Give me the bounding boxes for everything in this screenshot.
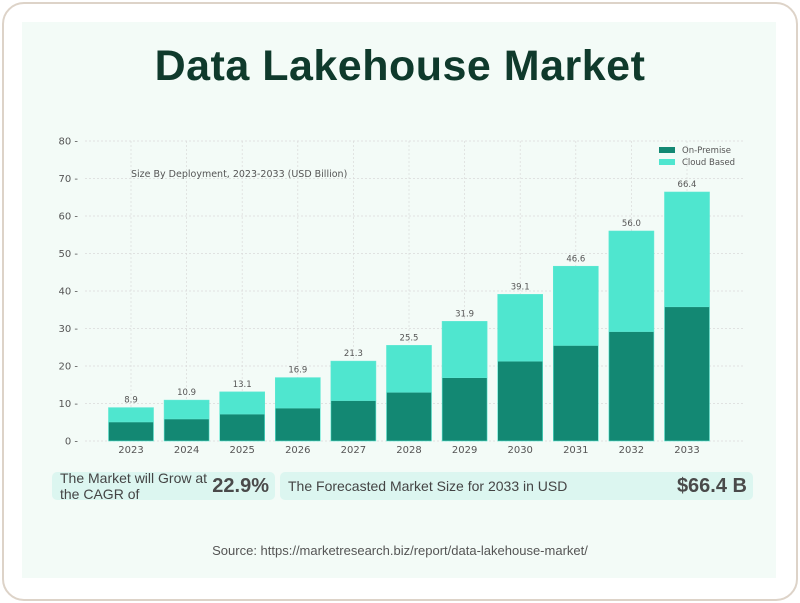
data-label: 21.3 [344,349,363,359]
bar-cloud-based [274,377,321,409]
bar-cloud-based [108,407,154,423]
data-label: 10.9 [177,388,196,398]
bar-on-premise [441,377,488,442]
x-tick-label: 2028 [396,445,421,456]
data-label: 46.6 [566,254,585,264]
x-tick-label: 2029 [452,445,477,456]
data-label: 39.1 [511,282,530,292]
bar-cloud-based [608,230,655,332]
data-label: 13.1 [233,380,252,390]
bar-on-premise [497,360,544,442]
data-label: 16.9 [288,366,307,376]
y-tick-label: 80 - [58,137,78,148]
x-tick-label: 2032 [619,445,644,456]
source-text: Source: https://marketresearch.biz/repor… [212,543,588,558]
x-tick-label: 2027 [341,445,366,456]
cagr-value: 22.9% [212,474,269,497]
y-tick-label: 20 - [58,362,78,373]
x-tick-label: 2031 [563,445,588,456]
bar-cloud-based [330,360,377,401]
y-tick-label: 40 - [58,287,78,298]
x-tick-label: 2026 [285,445,310,456]
data-label: 56.0 [622,219,641,229]
bar-on-premise [330,400,377,442]
cagr-box: The Market will Grow at the CAGR of 22.9… [52,470,275,502]
legend-swatch [659,159,675,165]
page-title: Data Lakehouse Market [154,42,646,90]
legend-label: Cloud Based [682,158,735,168]
y-tick-label: 30 - [58,324,78,335]
data-label: 66.4 [678,180,697,190]
bar-on-premise [108,421,154,442]
bar-cloud-based [219,391,265,415]
x-tick-label: 2025 [229,445,254,456]
y-tick-label: 70 - [58,174,78,185]
bar-on-premise [163,418,210,442]
bar-cloud-based [497,294,544,362]
forecast-value: $66.4 B [676,474,747,497]
x-tick-label: 2024 [174,445,199,456]
data-label: 25.5 [400,333,419,343]
bar-cloud-based [552,265,599,346]
forecast-box: The Forecasted Market Size for 2033 in U… [280,472,753,500]
bar-cloud-based [441,321,488,378]
data-label: 31.9 [455,309,474,319]
bar-on-premise [274,407,321,442]
bar-on-premise [552,345,599,442]
x-tick-label: 2030 [507,445,532,456]
bar-on-premise [608,331,655,442]
bar-on-premise [219,413,265,442]
legend-swatch [659,147,675,153]
bar-cloud-based [664,191,710,308]
data-label: 8.9 [124,396,138,406]
y-tick-label: 60 - [58,212,78,223]
cagr-label: The Market will Grow at the CAGR of [60,470,208,502]
bar-on-premise [664,306,710,442]
legend-label: On-Premise [682,146,731,156]
forecast-label: The Forecasted Market Size for 2033 in U… [288,478,568,494]
x-tick-label: 2023 [118,445,143,456]
x-tick-label: 2033 [674,445,699,456]
bar-cloud-based [386,345,432,393]
y-tick-label: 10 - [58,399,78,410]
bar-cloud-based [163,399,210,420]
chart-subtitle: Size By Deployment, 2023-2033 (USD Billi… [131,169,347,180]
bar-on-premise [386,391,432,442]
y-tick-label: 0 - [65,437,79,448]
y-tick-label: 50 - [58,249,78,260]
